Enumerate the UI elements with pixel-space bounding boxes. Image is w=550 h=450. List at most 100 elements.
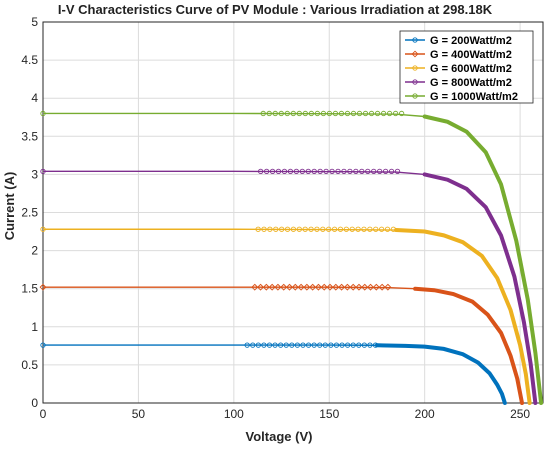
legend-label: G = 400Watt/m2 <box>430 49 512 61</box>
series-5 <box>40 110 544 405</box>
series-marker <box>263 168 270 175</box>
x-tick-label: 250 <box>510 407 530 421</box>
series-marker <box>255 226 261 232</box>
y-tick-label: 0.5 <box>21 358 38 372</box>
plot-frame <box>42 21 544 404</box>
series-marker <box>382 168 389 175</box>
series-1 <box>40 342 507 405</box>
series-marker <box>356 342 362 348</box>
dense-marker-band <box>422 172 538 405</box>
series-marker <box>343 283 351 291</box>
legend-item-3: G = 600Watt/m2 <box>405 63 512 75</box>
series-marker <box>280 283 288 291</box>
x-tick-label: 100 <box>224 407 244 421</box>
series-marker <box>296 226 302 232</box>
series-marker <box>361 226 367 232</box>
dense-marker-band <box>374 343 507 405</box>
series-marker <box>308 226 314 232</box>
series-marker <box>326 110 333 117</box>
legend-item-4: G = 800Watt/m2 <box>405 77 512 89</box>
series-marker <box>266 110 272 117</box>
series-marker <box>367 342 373 348</box>
series-marker <box>365 168 371 175</box>
x-tick-labels: 0 50 100 150 200 250 <box>40 407 531 421</box>
series-marker <box>386 110 393 117</box>
legend-label: G = 800Watt/m2 <box>430 77 512 89</box>
series-marker <box>367 226 373 232</box>
series-marker <box>350 342 356 348</box>
series-marker <box>40 226 46 232</box>
series-marker <box>294 342 301 348</box>
series-marker <box>320 110 327 117</box>
series-marker <box>272 110 278 117</box>
series-marker <box>326 226 332 232</box>
y-tick-labels: 0 0.5 1 1.5 2 2.5 3 3.5 4 4.5 5 <box>21 15 38 410</box>
y-tick-label: 3.5 <box>21 129 38 143</box>
x-axis-label: Voltage (V) <box>246 429 313 444</box>
legend-label: G = 1000Watt/m2 <box>430 91 518 103</box>
series-marker <box>378 283 386 291</box>
series-marker <box>350 110 357 117</box>
legend-label: G = 200Watt/m2 <box>430 35 512 47</box>
series-marker <box>297 283 305 291</box>
series-line <box>43 228 531 404</box>
series-marker <box>314 226 320 232</box>
series-marker <box>296 110 302 117</box>
y-tick-label: 1 <box>31 320 38 334</box>
series-marker <box>367 283 374 291</box>
series-marker <box>281 168 288 175</box>
series-marker <box>286 283 293 291</box>
series-marker <box>355 226 361 232</box>
series-marker <box>359 168 365 175</box>
series-marker <box>338 110 345 117</box>
series-marker <box>362 110 369 117</box>
series-marker <box>305 342 312 348</box>
series-marker <box>260 110 266 117</box>
series-marker <box>412 93 418 99</box>
series-marker <box>331 226 338 232</box>
series-marker <box>361 342 368 348</box>
series-marker <box>262 283 270 291</box>
series-marker <box>284 110 290 117</box>
chart-title: I-V Characteristics Curve of PV Module :… <box>58 2 493 17</box>
series-marker <box>356 110 363 117</box>
series-marker <box>332 110 339 117</box>
y-tick-label: 2.5 <box>21 206 38 220</box>
series-marker <box>290 226 297 232</box>
y-axis-label: Current (A) <box>2 172 17 241</box>
series-marker <box>378 226 385 232</box>
series-marker <box>343 226 349 232</box>
series-marker <box>308 110 314 117</box>
series-marker <box>40 168 46 175</box>
series-marker <box>374 110 381 117</box>
series-marker <box>412 79 418 85</box>
series-marker <box>283 342 289 348</box>
legend-label: G = 600Watt/m2 <box>430 63 512 75</box>
series-marker <box>278 342 284 348</box>
series-marker <box>266 342 273 348</box>
series-line <box>43 344 506 404</box>
series-marker <box>398 110 405 117</box>
series-layer <box>39 110 544 405</box>
series-marker <box>317 168 323 175</box>
series-marker <box>384 226 391 232</box>
series-marker <box>309 283 317 291</box>
series-marker <box>323 168 329 175</box>
legend-item-1: G = 200Watt/m2 <box>405 35 512 47</box>
dense-marker-band <box>394 228 532 405</box>
series-marker <box>394 168 401 175</box>
dense-marker-band <box>413 286 525 405</box>
series-marker <box>273 226 279 232</box>
series-marker <box>373 226 379 232</box>
series-marker <box>268 283 276 291</box>
series-marker <box>275 168 282 175</box>
series-marker <box>332 283 340 291</box>
series-marker <box>287 168 294 175</box>
series-marker <box>349 226 355 232</box>
series-marker <box>372 283 380 291</box>
series-marker <box>349 283 357 291</box>
series-marker <box>333 342 340 348</box>
series-marker <box>322 342 328 348</box>
series-marker <box>328 342 334 348</box>
